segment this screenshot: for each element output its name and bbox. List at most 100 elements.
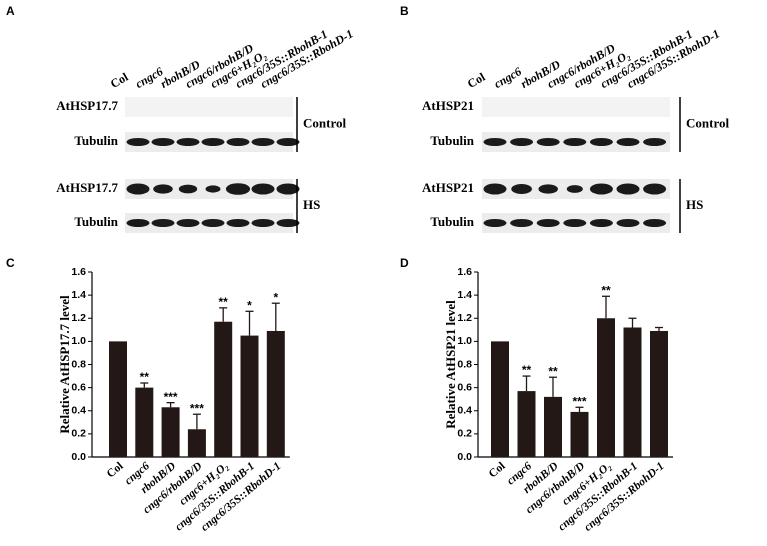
blot-band <box>536 219 560 227</box>
bar <box>161 407 180 457</box>
bar <box>517 391 536 457</box>
blot-band <box>151 219 175 227</box>
blot-band <box>276 219 300 227</box>
significance-label: *** <box>164 390 178 404</box>
bar <box>570 411 589 457</box>
blot-band <box>643 138 667 146</box>
blot-band <box>126 219 150 227</box>
y-tick-label: 0.4 <box>457 405 472 417</box>
blot-strip <box>125 97 293 117</box>
blot-band <box>251 183 275 195</box>
blot-band <box>205 185 221 193</box>
significance-label: ** <box>522 363 532 377</box>
group-label: Control <box>686 115 729 130</box>
panel-letter: D <box>400 256 409 270</box>
blot-band <box>201 138 225 146</box>
blot-band <box>483 219 507 227</box>
y-tick-label: 0.2 <box>457 428 472 440</box>
bar <box>623 327 642 457</box>
bar <box>544 396 562 457</box>
blot-band <box>201 219 225 227</box>
bar <box>187 429 206 457</box>
y-tick-label: 0.0 <box>457 451 472 463</box>
blot-band <box>151 138 175 146</box>
blot-band <box>176 219 200 227</box>
blot-band <box>643 183 667 195</box>
y-tick-label: 1.2 <box>71 312 86 324</box>
bar <box>597 318 615 457</box>
row-label: Tubulin <box>430 214 474 229</box>
blot-band <box>511 184 532 194</box>
blot-band <box>126 183 150 195</box>
group-label: HS <box>686 197 703 212</box>
panel-letter: C <box>6 256 15 270</box>
y-tick-label: 0.8 <box>71 358 86 370</box>
bar <box>240 335 259 457</box>
blot-band <box>483 183 507 195</box>
blot-band <box>176 138 200 146</box>
group-label: HS <box>303 197 320 212</box>
bar <box>214 321 233 457</box>
blot-band <box>226 219 250 227</box>
y-tick-label: 1.6 <box>71 266 86 278</box>
blot-band <box>510 138 534 146</box>
blot-strip <box>482 97 670 117</box>
y-tick-label: 0.4 <box>71 405 86 417</box>
blot-band <box>643 219 667 227</box>
y-tick-label: 0.6 <box>71 381 86 393</box>
significance-label: ** <box>548 364 558 378</box>
group-label: Control <box>303 115 346 130</box>
blot-band <box>510 219 534 227</box>
panel-letter: A <box>6 4 15 18</box>
row-label: AtHSP21 <box>422 180 474 195</box>
y-tick-label: 0.6 <box>457 381 472 393</box>
y-tick-label: 1.0 <box>71 335 86 347</box>
significance-label: * <box>247 298 252 312</box>
significance-label: *** <box>190 401 204 415</box>
blot-band <box>563 219 587 227</box>
row-label: AtHSP17.7 <box>56 180 118 195</box>
y-tick-label: 0.0 <box>71 451 86 463</box>
blot-band <box>616 219 640 227</box>
blot-band <box>226 138 250 146</box>
y-tick-label: 1.4 <box>457 289 472 301</box>
panel-letter: B <box>400 4 409 18</box>
blot-band <box>616 138 640 146</box>
blot-band <box>589 219 613 227</box>
blot-band <box>589 183 613 195</box>
y-tick-label: 0.8 <box>457 358 472 370</box>
blot-band <box>536 138 560 146</box>
row-label: AtHSP17.7 <box>56 98 118 113</box>
significance-label: ** <box>601 283 611 297</box>
significance-label: ** <box>140 370 150 384</box>
y-tick-label: 1.0 <box>457 335 472 347</box>
blot-band <box>178 184 198 194</box>
bar <box>135 387 154 457</box>
blot-band <box>589 138 613 146</box>
blot-band <box>251 138 275 146</box>
row-label: Tubulin <box>430 133 474 148</box>
blot-band <box>251 219 275 227</box>
blot-band <box>538 184 558 194</box>
bar <box>650 330 668 457</box>
y-tick-label: 0.2 <box>71 428 86 440</box>
bar <box>491 341 509 457</box>
blot-band <box>276 138 300 146</box>
blot-band <box>153 184 173 194</box>
y-axis-label: Relative AtHSP17.7 level <box>57 295 72 434</box>
significance-label: *** <box>572 394 586 408</box>
bar <box>109 341 127 457</box>
blot-band <box>566 185 583 193</box>
y-tick-label: 1.4 <box>71 289 86 301</box>
lane-label: Col <box>465 70 488 91</box>
blot-band <box>225 183 251 195</box>
blot-band <box>616 183 640 195</box>
blot-band <box>126 138 150 146</box>
significance-label: * <box>273 290 278 304</box>
bar <box>266 330 285 457</box>
blot-band <box>483 138 507 146</box>
row-label: AtHSP21 <box>422 98 474 113</box>
y-tick-label: 1.2 <box>457 312 472 324</box>
y-tick-label: 1.6 <box>457 266 472 278</box>
